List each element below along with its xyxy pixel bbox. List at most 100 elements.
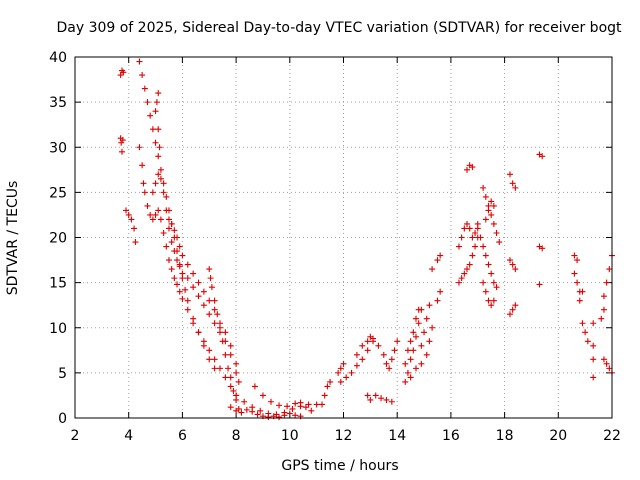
data-point [233, 360, 240, 367]
data-point [206, 347, 213, 354]
data-point [412, 333, 419, 340]
data-point [184, 306, 191, 313]
data-point [574, 279, 581, 286]
data-point [512, 302, 519, 309]
data-point [128, 216, 135, 223]
data-point [227, 374, 234, 381]
data-point [378, 395, 385, 402]
data-point [488, 270, 495, 277]
data-point [600, 293, 607, 300]
data-point [155, 207, 162, 214]
data-point [276, 402, 283, 409]
data-point [375, 342, 382, 349]
data-point [276, 414, 283, 421]
data-point [184, 275, 191, 282]
data-point [200, 288, 207, 295]
data-point [297, 399, 304, 406]
data-point [211, 297, 218, 304]
data-point [606, 266, 613, 273]
data-point [144, 202, 151, 209]
data-point [364, 392, 371, 399]
data-point [488, 198, 495, 205]
data-point [168, 239, 175, 246]
data-point [485, 207, 492, 214]
data-point [227, 383, 234, 390]
data-point [136, 58, 143, 65]
data-point [155, 171, 162, 178]
data-point [571, 252, 578, 259]
data-point [268, 398, 275, 405]
data-point [125, 211, 132, 218]
data-point [149, 189, 156, 196]
data-point [359, 356, 366, 363]
data-point [423, 351, 430, 358]
data-point [144, 99, 151, 106]
data-point [509, 261, 516, 268]
data-point [415, 306, 422, 313]
data-point [407, 374, 414, 381]
data-point [574, 257, 581, 264]
data-point [118, 148, 125, 155]
y-tick-label: 15 [49, 276, 67, 292]
data-point [490, 202, 497, 209]
data-point [160, 189, 167, 196]
data-point [410, 347, 417, 354]
data-point [171, 275, 178, 282]
data-point [488, 211, 495, 218]
data-point [429, 266, 436, 273]
data-point [254, 411, 261, 418]
data-point [590, 342, 597, 349]
data-point [509, 306, 516, 313]
data-point [131, 225, 138, 232]
data-point [423, 315, 430, 322]
data-point [249, 408, 256, 415]
data-point [152, 211, 159, 218]
data-point [434, 297, 441, 304]
data-point [474, 225, 481, 232]
data-point [506, 171, 513, 178]
data-point [353, 362, 360, 369]
y-tick-label: 10 [49, 321, 67, 337]
data-point [163, 243, 170, 250]
x-tick-label: 16 [442, 428, 460, 444]
data-point [469, 164, 476, 171]
data-point [257, 407, 264, 414]
data-point [251, 383, 258, 390]
data-point [461, 270, 468, 277]
y-tick-label: 0 [58, 411, 67, 427]
data-point [386, 365, 393, 372]
data-point [418, 342, 425, 349]
data-point [139, 72, 146, 79]
data-point [259, 392, 266, 399]
data-point [149, 216, 156, 223]
data-point [238, 409, 245, 416]
data-point [466, 261, 473, 268]
data-point [394, 338, 401, 345]
data-point [176, 263, 183, 270]
data-point [157, 175, 164, 182]
data-point [404, 369, 411, 376]
data-point [222, 374, 229, 381]
data-point [367, 396, 374, 403]
data-point [243, 406, 250, 413]
data-point [211, 356, 218, 363]
data-point [421, 329, 428, 336]
data-point [195, 293, 202, 300]
data-point [364, 338, 371, 345]
data-point [206, 297, 213, 304]
data-point [584, 338, 591, 345]
data-point [227, 351, 234, 358]
data-point [410, 329, 417, 336]
data-point [174, 281, 181, 288]
data-point [190, 270, 197, 277]
data-point [506, 257, 513, 264]
axis-ticks: 2 4 6 8 10 12 14 16 18 20 22 0 5 10 15 20 25 30 35 40 [49, 50, 621, 444]
data-point [485, 261, 492, 268]
data-point [227, 404, 234, 411]
data-point [464, 266, 471, 273]
data-point [160, 180, 167, 187]
data-point [579, 288, 586, 295]
data-point [171, 227, 178, 234]
data-point [156, 144, 163, 151]
